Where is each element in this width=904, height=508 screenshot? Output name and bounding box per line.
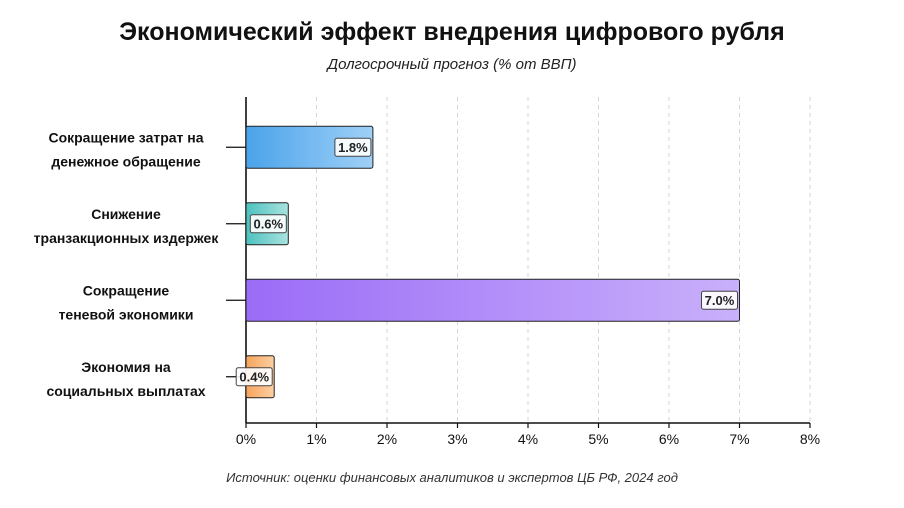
chart-title: Экономический эффект внедрения цифрового… [119, 18, 785, 46]
data-label-box [235, 367, 273, 387]
data-label: 7.0% [705, 293, 735, 308]
category-label: Сокращение затрат на [48, 129, 203, 145]
data-label: 0.6% [253, 216, 283, 231]
x-tick-label: 1% [306, 431, 326, 447]
x-tick-label: 6% [659, 431, 679, 447]
category-label: теневой экономики [59, 306, 194, 322]
category-label: социальных выплатах [46, 383, 205, 399]
chart-source: Источник: оценки финансовых аналитиков и… [226, 470, 678, 485]
category-label: транзакционных издержек [34, 230, 220, 246]
bar [245, 278, 740, 322]
x-tick-label: 8% [800, 431, 820, 447]
x-tick-label: 0% [236, 431, 256, 447]
data-label-box [334, 137, 372, 157]
chart-subtitle: Долгосрочный прогноз (% от ВВП) [327, 56, 577, 73]
data-label: 1.8% [338, 140, 368, 155]
x-tick-label: 5% [588, 431, 608, 447]
category-label: Экономия на [81, 359, 171, 375]
category-label: Снижение [91, 206, 161, 222]
category-label: Сокращение [83, 282, 170, 298]
x-tick-label: 2% [377, 431, 397, 447]
x-tick-label: 3% [447, 431, 467, 447]
x-tick-label: 4% [518, 431, 538, 447]
data-label-box [249, 214, 287, 234]
data-label: 0.4% [239, 369, 269, 384]
category-label: денежное обращение [51, 153, 201, 169]
x-tick-label: 7% [729, 431, 749, 447]
data-label-box [701, 290, 738, 310]
